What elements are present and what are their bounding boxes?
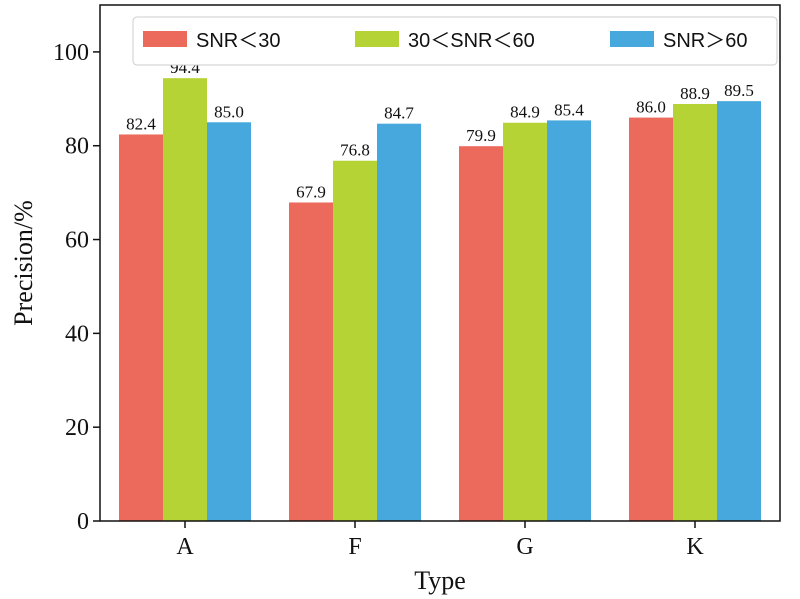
legend-box [132, 16, 778, 66]
bar [163, 78, 207, 521]
bar [289, 202, 333, 521]
y-tick-label: 100 [53, 40, 89, 66]
y-tick-label: 80 [65, 134, 89, 160]
data-label: 82.4 [126, 114, 156, 133]
bar [207, 122, 251, 521]
data-label: 88.9 [680, 84, 710, 103]
bar [629, 117, 673, 521]
x-tick-label: A [176, 534, 194, 560]
bar [119, 134, 163, 521]
y-tick-label: 20 [65, 415, 89, 441]
data-label: 67.9 [296, 182, 326, 201]
legend-swatch [355, 31, 399, 47]
bar [673, 103, 717, 521]
y-tick-label: 40 [65, 321, 89, 347]
y-tick-label: 0 [77, 509, 89, 535]
data-label: 85.4 [554, 100, 584, 119]
y-axis: 0 20 40 60 80 100 [53, 40, 100, 535]
bar [333, 160, 377, 522]
x-tick-label: K [686, 534, 704, 560]
x-axis-title: Type [414, 566, 466, 595]
data-label: 85.0 [214, 102, 244, 121]
legend-label: 30＜SNR＜60 [408, 30, 535, 52]
legend-swatch [143, 31, 187, 47]
plot-frame [99, 4, 781, 522]
data-labels-group: 82.467.979.986.094.476.884.988.985.0 84.7… [126, 58, 754, 201]
y-tick-label: 60 [65, 228, 89, 254]
legend-label: SNR＞60 [663, 30, 747, 52]
bar [717, 101, 761, 521]
data-label: 79.9 [466, 126, 496, 145]
bar [503, 122, 547, 521]
y-axis-title: Precision/% [9, 200, 38, 326]
data-label: 89.5 [724, 81, 754, 100]
legend-swatch [610, 31, 654, 47]
bar [459, 146, 503, 522]
bar [547, 120, 591, 521]
bars-group [119, 78, 761, 522]
data-label: 84.7 [384, 104, 414, 123]
legend: SNR＜30 30＜SNR＜60 SNR＞60 [132, 16, 778, 66]
x-tick-label: F [348, 534, 361, 560]
data-label: 84.9 [510, 103, 540, 122]
legend-label: SNR＜30 [196, 30, 280, 52]
x-tick-label: G [516, 534, 533, 560]
data-label: 86.0 [636, 98, 666, 117]
bar [377, 123, 421, 522]
data-label: 76.8 [340, 141, 370, 160]
